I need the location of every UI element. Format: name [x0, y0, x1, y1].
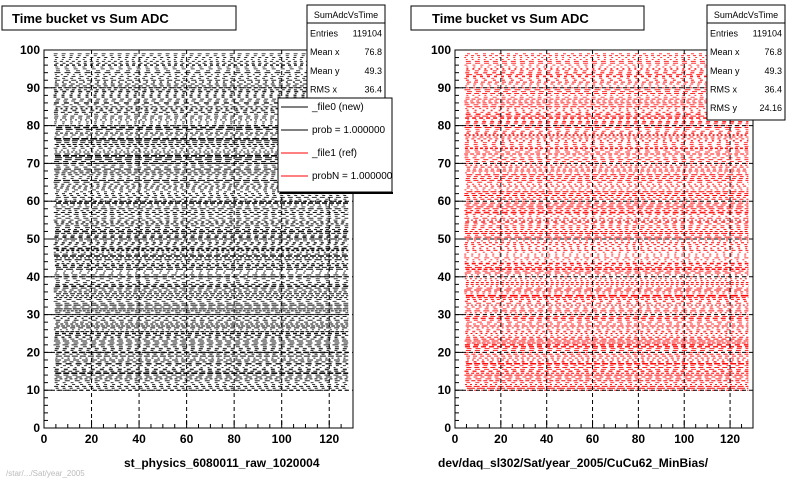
y-tick-label: 20 [438, 345, 452, 359]
panel-right-x-axis-title: dev/daq_sl302/Sat/year_2005/CuCu62_MinBi… [438, 456, 709, 470]
stats-value: 76.8 [364, 47, 382, 57]
legend-entry-label: _file0 (new) [311, 102, 364, 113]
x-tick-label: 0 [41, 432, 48, 446]
panel-left: 0 20 40 60 80 100 120 0 10 20 30 40 50 60 70 80 90 100 Ti… [1, 4, 393, 470]
x-tick-label: 40 [132, 432, 146, 446]
x-tick-label: 60 [586, 432, 600, 446]
stats-value: 119104 [753, 29, 782, 39]
y-tick-label: 20 [27, 345, 41, 359]
y-tick-label: 50 [27, 232, 41, 246]
x-tick-label: 80 [632, 432, 646, 446]
stats-label: RMS y [710, 103, 738, 113]
stats-value: 49.3 [764, 66, 782, 76]
legend-entry-label: probN = 1.000000 [312, 171, 393, 182]
y-tick-label: 60 [438, 194, 452, 208]
stats-label: Entries [710, 29, 739, 39]
y-tick-label: 30 [438, 308, 452, 322]
stats-box-name: SumAdcVsTime [714, 10, 778, 20]
stats-box-frame [306, 4, 386, 102]
y-tick-label: 90 [27, 81, 41, 95]
y-tick-label: 80 [438, 119, 452, 133]
grid-lines [455, 50, 753, 428]
legend-entry-label: _file1 (ref) [311, 148, 357, 159]
stats-label: RMS x [310, 84, 338, 94]
panel-right: 0 20 40 60 80 100 120 0 10 20 30 40 50 60 70 80 90 100 Ti… [410, 4, 786, 470]
y-tick-label: 10 [438, 383, 452, 397]
scatter-points [464, 53, 749, 391]
y-tick-label: 40 [438, 270, 452, 284]
panel-right-axes: 0 20 40 60 80 100 120 0 10 20 30 40 50 60 70 80 90 100 [431, 43, 754, 446]
y-tick-label: 80 [27, 119, 41, 133]
y-tick-label: 70 [438, 156, 452, 170]
stats-label: Mean y [310, 66, 340, 76]
x-tick-label: 0 [452, 432, 459, 446]
legend-entry-label: prob = 1.000000 [312, 125, 386, 136]
x-tick-label: 100 [674, 432, 694, 446]
x-tick-label: 20 [494, 432, 508, 446]
panel-right-title: Time bucket vs Sum ADC [432, 11, 589, 26]
stats-value: 36.4 [764, 84, 782, 94]
footer-path-text: /star/.../Sat/year_2005 [6, 469, 85, 478]
panel-left-title: Time bucket vs Sum ADC [12, 11, 169, 26]
y-tick-label: 0 [33, 421, 40, 435]
x-tick-label: 100 [272, 432, 292, 446]
stats-label: Mean y [710, 66, 740, 76]
y-tick-label: 100 [20, 43, 40, 57]
y-tick-label: 70 [27, 156, 41, 170]
y-tick-label: 10 [27, 383, 41, 397]
x-tick-label: 80 [227, 432, 241, 446]
stats-box-name: SumAdcVsTime [314, 10, 378, 20]
stats-value: 49.3 [364, 66, 382, 76]
panel-left-stats-box: SumAdcVsTime Entries 119104 Mean x 76.8 Mean … [306, 4, 386, 102]
panel-right-stats-box: SumAdcVsTime Entries 119104 Mean x 76.8 Mean … [706, 4, 786, 121]
panel-right-title-box: Time bucket vs Sum ADC [410, 5, 645, 31]
x-tick-label: 120 [319, 432, 339, 446]
stats-label: RMS x [710, 84, 738, 94]
y-tick-label: 90 [438, 81, 452, 95]
panel-left-axes: 0 20 40 60 80 100 120 0 10 20 30 40 50 60 70 80 90 100 [20, 43, 354, 446]
x-tick-label: 20 [85, 432, 99, 446]
stats-value: 36.4 [364, 84, 382, 94]
y-tick-label: 40 [27, 270, 41, 284]
stats-label: Mean x [710, 47, 740, 57]
y-tick-label: 0 [444, 421, 451, 435]
x-tick-label: 60 [180, 432, 194, 446]
y-tick-label: 30 [27, 308, 41, 322]
panel-right-plot [455, 50, 753, 428]
panel-left-title-box: Time bucket vs Sum ADC [1, 5, 237, 31]
panel-left-x-axis-title: st_physics_6080011_raw_1020004 [124, 456, 320, 470]
stats-value: 24.16 [759, 103, 782, 113]
y-tick-label: 100 [431, 43, 451, 57]
panel-left-legend: _file0 (new) prob = 1.000000 _file1 (ref) p… [277, 97, 393, 194]
stats-label: Entries [310, 29, 339, 39]
y-tick-label: 50 [438, 232, 452, 246]
stats-label: Mean x [310, 47, 340, 57]
x-tick-label: 40 [540, 432, 554, 446]
stats-value: 76.8 [764, 47, 782, 57]
stats-box-frame [706, 4, 786, 121]
y-tick-label: 60 [27, 194, 41, 208]
stats-value: 119104 [353, 29, 382, 39]
x-tick-label: 120 [720, 432, 740, 446]
